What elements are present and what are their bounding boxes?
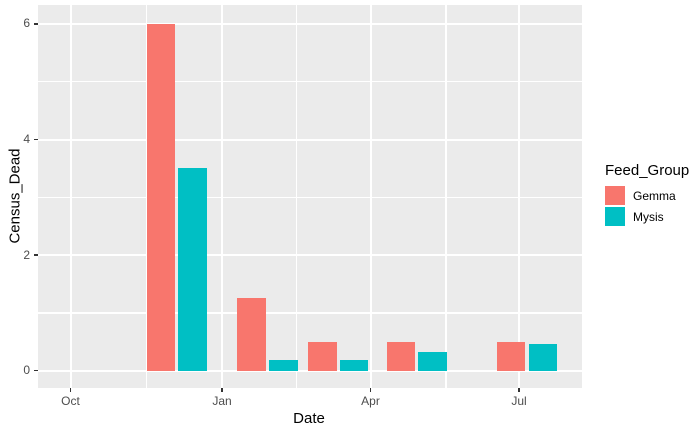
x-tick-label: Oct [61, 394, 80, 408]
gridline-minor-v [295, 5, 298, 388]
legend-label-gemma: Gemma [633, 188, 676, 203]
x-axis-title: Date [293, 410, 325, 427]
bar-mysis [339, 359, 368, 371]
gridline-major-v [518, 5, 520, 388]
y-tick [34, 254, 38, 256]
x-tick-label: Apr [361, 394, 380, 408]
gridline-minor-v [445, 5, 447, 388]
gridline-minor-h [38, 196, 582, 198]
y-tick [34, 369, 38, 372]
gridline-major-v [369, 5, 372, 388]
x-tick [221, 388, 223, 392]
legend-title: Feed_Group [605, 162, 690, 179]
gridline-major-v [221, 5, 223, 388]
x-tick [69, 388, 72, 392]
legend-swatch-mysis [605, 206, 625, 227]
y-tick-label: 6 [23, 16, 30, 31]
bar-mysis [269, 359, 298, 371]
x-tick [369, 388, 372, 392]
gridline-minor-h [38, 312, 582, 314]
x-tick [518, 388, 520, 392]
bar-mysis [529, 344, 557, 371]
gridline-minor-v [145, 5, 147, 388]
legend-key-mysis: Mysis [605, 206, 700, 227]
bar-mysis [178, 168, 207, 371]
y-axis-title: Census_Dead [6, 148, 24, 244]
legend-key-gemma: Gemma [605, 185, 700, 206]
y-tick-label: 2 [23, 247, 30, 262]
bar-gemma [307, 341, 337, 371]
y-tick [34, 138, 38, 141]
bar-gemma [147, 23, 175, 371]
gridline-major-v [69, 5, 72, 388]
legend-label-mysis: Mysis [633, 209, 664, 224]
x-tick-label: Jul [511, 394, 527, 408]
gridline-minor-h [38, 81, 582, 83]
gridline-major-h [38, 138, 582, 141]
legend-swatch-gemma [605, 185, 625, 205]
gridline-major-h [38, 22, 582, 25]
bar-mysis [417, 352, 447, 371]
y-tick [34, 23, 38, 25]
bar-gemma [386, 341, 415, 371]
plot-panel [38, 5, 582, 388]
legend: Feed_Group Gemma Mysis [605, 161, 700, 228]
bar-gemma [496, 341, 525, 371]
bar-gemma [237, 298, 266, 371]
gridline-major-h [38, 254, 582, 257]
gridline-major-h [38, 369, 582, 372]
y-tick-label: 0 [23, 363, 30, 378]
y-tick-label: 4 [23, 132, 30, 146]
x-tick-label: Jan [212, 394, 232, 408]
